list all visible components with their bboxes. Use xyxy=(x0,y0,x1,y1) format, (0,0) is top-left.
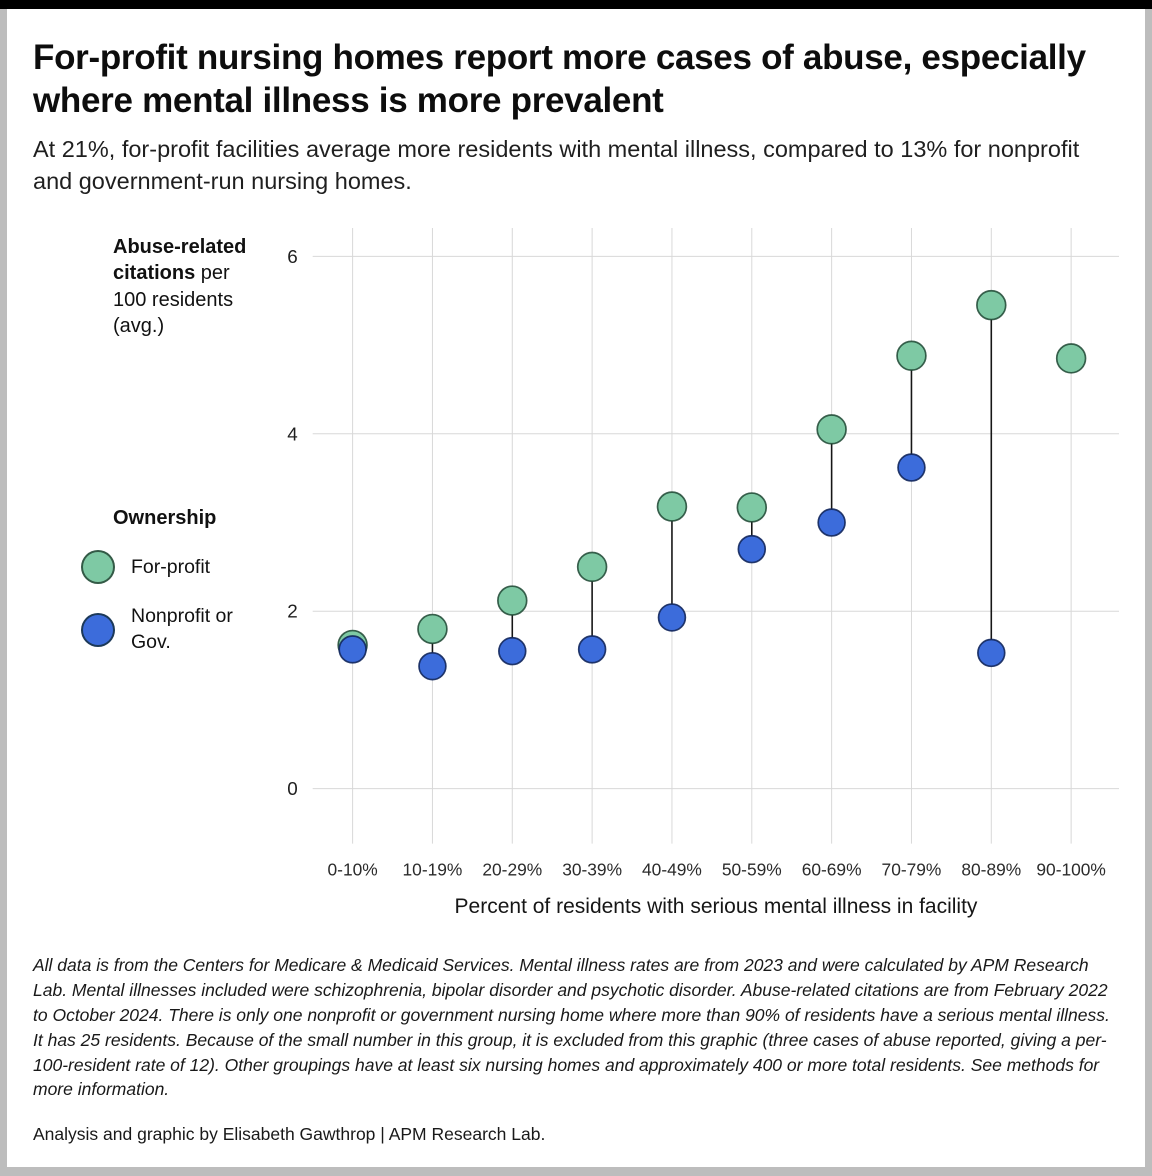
dot-nonprofit xyxy=(897,453,926,482)
x-tick-label: 90-100% xyxy=(1036,859,1106,879)
dot-for-profit xyxy=(417,613,448,645)
legend-item-nonprofit: Nonprofit or Gov. xyxy=(81,604,268,655)
legend: Ownership For-profit Nonprofit or Gov. xyxy=(81,507,268,655)
x-axis-label: Percent of residents with serious mental… xyxy=(454,895,978,919)
dot-for-profit xyxy=(656,491,688,522)
x-tick-label: 50-59% xyxy=(722,859,782,879)
for-profit-swatch-icon xyxy=(81,550,115,585)
dot-nonprofit xyxy=(657,603,687,632)
chart-left-column: Abuse-related citations per 100 resident… xyxy=(33,228,268,919)
plot-column: 0 2 4 6 0-10% 10-19% 20-29% 30-39% 40-49% 50-59% 6… xyxy=(268,227,1119,919)
dumbbell-plot: 0 2 4 6 0-10% 10-19% 20-29% 30-39% 40-49% 50-59% 6… xyxy=(287,227,1119,879)
dot-for-profit xyxy=(736,492,768,523)
chart-title: For-profit nursing homes report more cas… xyxy=(33,38,1086,120)
y-tick-label: 4 xyxy=(287,423,298,444)
dot-for-profit xyxy=(576,551,608,582)
dot-nonprofit xyxy=(338,634,367,664)
legend-title: Ownership xyxy=(113,507,217,530)
chart-card: For-profit nursing homes report more cas… xyxy=(7,9,1145,1168)
legend-label-for-profit: For-profit xyxy=(131,555,211,578)
y-tick-label: 2 xyxy=(287,600,298,621)
legend-label-nonprofit: Nonprofit or Gov. xyxy=(131,605,233,653)
dot-for-profit xyxy=(816,413,847,445)
x-tick-label: 10-19% xyxy=(403,859,463,879)
y-axis-label-bold: Abuse-related citations xyxy=(113,235,247,285)
footnote: All data is from the Centers for Medicar… xyxy=(33,955,1110,1100)
top-accent-bar xyxy=(0,0,1152,9)
dot-nonprofit xyxy=(498,636,527,666)
dot-for-profit xyxy=(1055,342,1087,374)
dot-for-profit xyxy=(896,340,927,371)
y-axis-label-rest: per 100 residents (avg.) xyxy=(113,262,234,337)
dot-nonprofit xyxy=(817,508,846,537)
credit-line: Analysis and graphic by Elisabeth Gawthr… xyxy=(33,1124,546,1145)
y-tick-label: 0 xyxy=(287,778,298,799)
nonprofit-swatch-icon xyxy=(81,612,115,647)
legend-item-for-profit: For-profit xyxy=(81,550,268,585)
y-tick-label: 6 xyxy=(287,246,298,267)
dot-for-profit xyxy=(497,585,528,616)
x-tick-label: 20-29% xyxy=(482,859,542,879)
dot-nonprofit xyxy=(977,638,1006,667)
x-tick-label: 0-10% xyxy=(328,859,378,879)
y-axis-label: Abuse-related citations per 100 resident… xyxy=(113,234,263,340)
dot-for-profit xyxy=(976,289,1007,321)
dot-nonprofit xyxy=(737,534,767,564)
dot-nonprofit xyxy=(577,634,607,664)
x-tick-label: 30-39% xyxy=(562,859,622,879)
x-tick-label: 70-79% xyxy=(882,859,942,879)
dot-nonprofit xyxy=(418,651,447,681)
chart-region: Abuse-related citations per 100 resident… xyxy=(33,227,1119,919)
x-tick-label: 40-49% xyxy=(642,859,702,879)
x-tick-label: 60-69% xyxy=(802,859,862,879)
x-tick-label: 80-89% xyxy=(961,859,1021,879)
chart-subtitle: At 21%, for-profit facilities average mo… xyxy=(33,136,1080,195)
